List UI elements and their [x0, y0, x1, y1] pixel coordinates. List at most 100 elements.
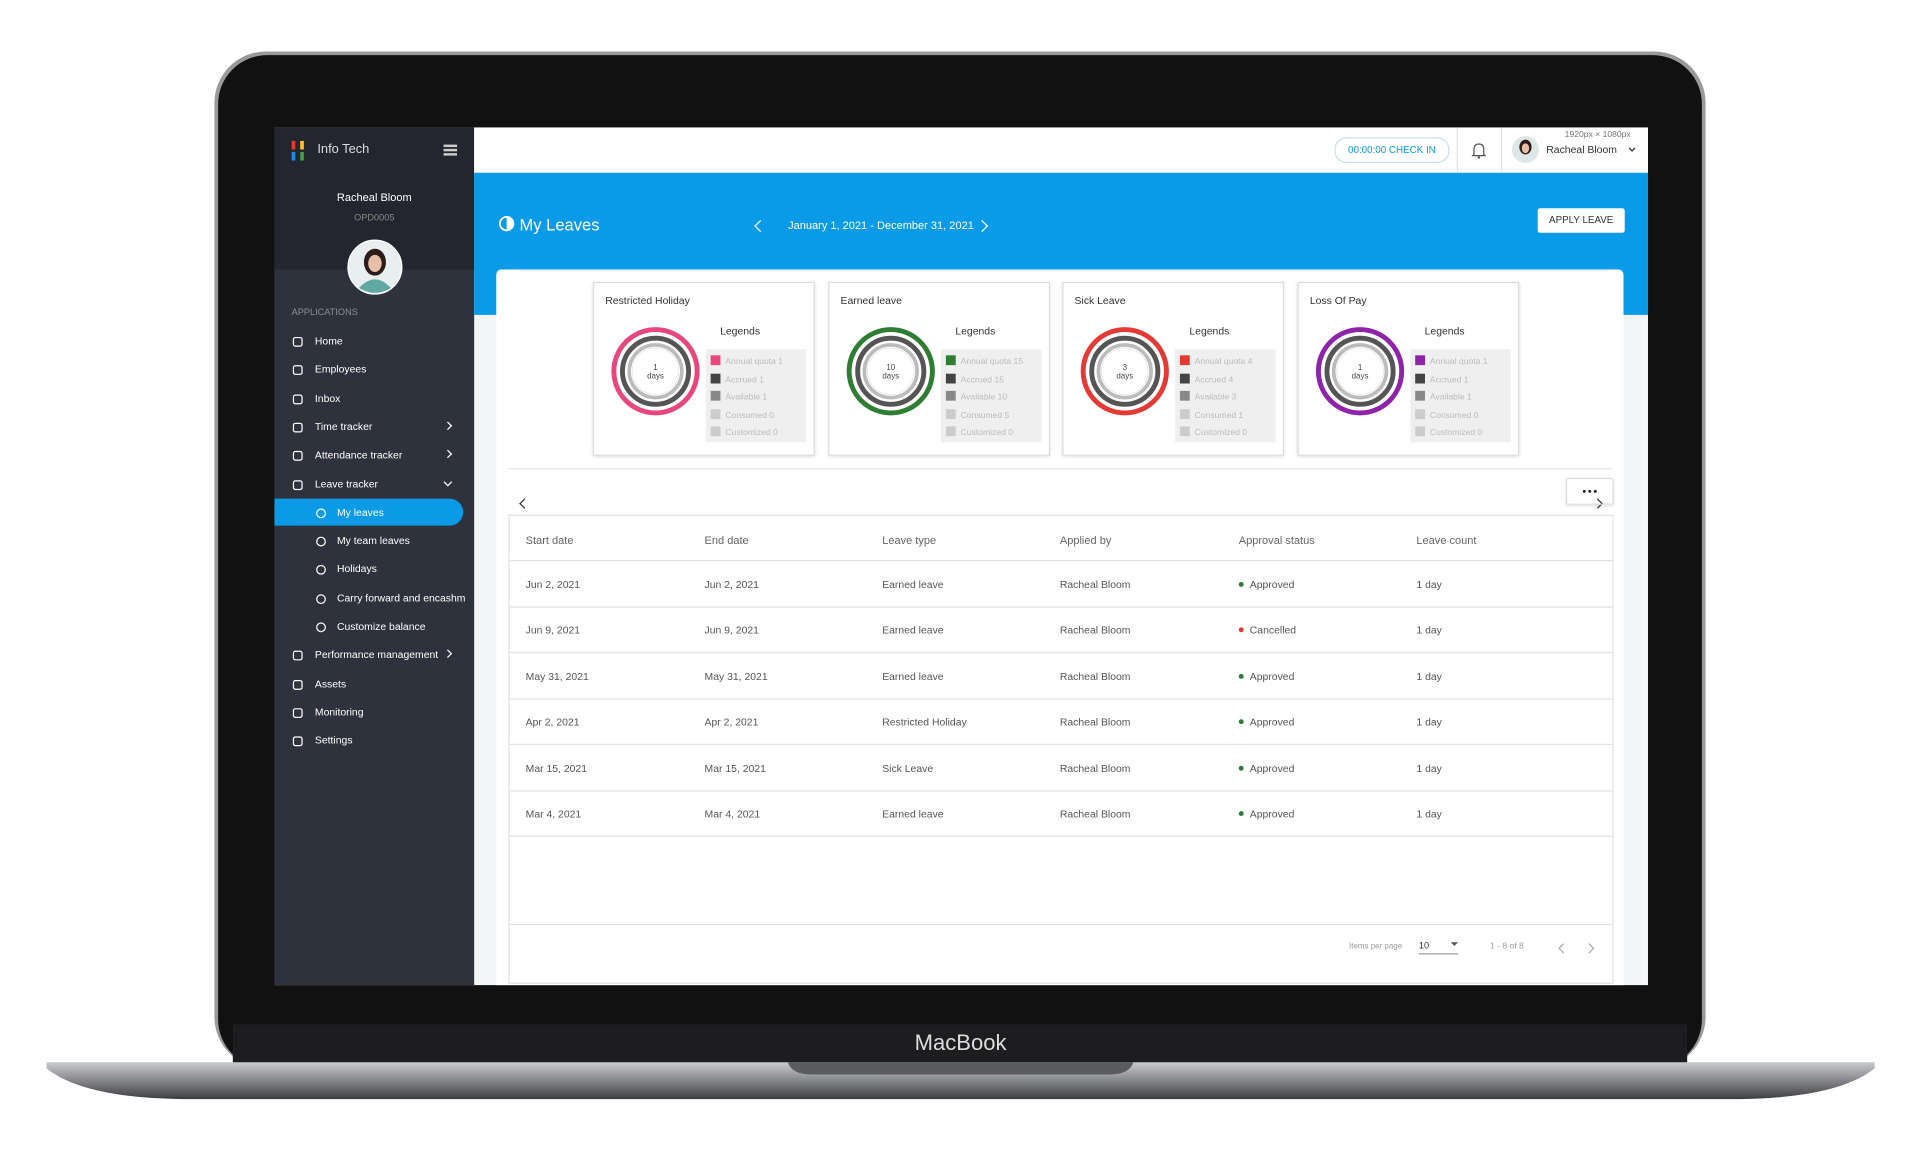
legend-label: Annual quota 4 — [1194, 357, 1253, 367]
more-button[interactable] — [1565, 477, 1614, 505]
menu-label: Time tracker — [314, 420, 373, 433]
table-cell: 1 day — [1416, 624, 1441, 636]
ring-outer — [1315, 327, 1405, 416]
legend-item: Available 1 — [1415, 390, 1472, 402]
legend-label: Consumed 5 — [960, 411, 1010, 420]
leave-table: Start date End date Leave type Applied by Ap… — [508, 514, 1614, 926]
legend-item: Consumed 0 — [1415, 408, 1479, 420]
table-cell: 1 day — [1416, 716, 1441, 728]
cell-text: 1 day — [1416, 669, 1442, 683]
menu-item[interactable]: Attendance tracker — [274, 441, 474, 468]
menu-item[interactable]: Leave tracker — [274, 470, 474, 497]
cards-prev[interactable] — [519, 498, 530, 509]
menu-item[interactable]: Customize balance — [274, 613, 474, 640]
legend-item: Annual quota 4 — [1179, 355, 1253, 367]
legend-label: Accrued 1 — [1429, 375, 1469, 385]
sidebar: Info Tech Racheal Bloom OPD0005 APPLICAT… — [274, 127, 475, 986]
legend-swatch — [1179, 390, 1190, 401]
legend-swatch — [1179, 373, 1190, 383]
cell-text: Approved — [1249, 578, 1295, 591]
leave-card: Sick Leave 3 days Legends Annual quota 4 Accr… — [1062, 281, 1285, 456]
menu-item[interactable]: My team leaves — [274, 527, 474, 554]
menu-item[interactable]: Monitoring — [274, 698, 474, 725]
cell-text: Cancelled — [1249, 624, 1297, 637]
days-value: 1 — [653, 363, 658, 372]
ring-middle — [619, 335, 692, 407]
notification-bell[interactable] — [1471, 142, 1487, 159]
cell-text: 1 day — [1416, 761, 1442, 774]
legend-item: Accrued 1 — [1415, 373, 1469, 385]
ring-inner — [627, 343, 684, 400]
cell-text: May 31, 2021 — [525, 669, 589, 683]
page-next[interactable] — [1583, 943, 1595, 954]
menu-item[interactable]: Inbox — [274, 384, 474, 411]
page-prev[interactable] — [1558, 943, 1569, 954]
legend-title: Legends — [955, 324, 996, 337]
legend-swatch — [1179, 408, 1190, 419]
table-cell: Jun 2, 2021 — [526, 578, 580, 590]
user-dropdown[interactable] — [1628, 144, 1636, 152]
menu-item[interactable]: Performance management — [274, 641, 474, 668]
cell-text: Jun 2, 2021 — [525, 578, 581, 591]
table-cell: Restricted Holiday — [882, 716, 967, 728]
prev-range[interactable] — [754, 219, 767, 233]
cell-text: Mar 15, 2021 — [704, 761, 766, 774]
status-dot — [1238, 627, 1244, 633]
menu-toggle[interactable] — [443, 144, 458, 147]
legend-label: Customized 0 — [725, 428, 778, 438]
divider — [1500, 127, 1503, 173]
status-dot — [1238, 582, 1244, 587]
page-size: 10 — [1418, 939, 1430, 951]
cell-text: Racheal Bloom — [1059, 624, 1131, 637]
menu-item[interactable]: Time tracker — [274, 413, 474, 440]
menu-item[interactable]: My leaves — [274, 498, 464, 526]
leave-card: Loss Of Pay 1 days Legends Annual quota 1 Acc… — [1297, 281, 1520, 456]
column-header: End date — [704, 534, 749, 547]
legend-swatch — [1179, 355, 1190, 366]
legend-title: Legends — [1424, 324, 1465, 337]
menu-label: Holidays — [336, 562, 377, 576]
cell-text: 1 day — [1416, 578, 1442, 591]
apply-leave-button[interactable]: APPLY LEAVE — [1537, 208, 1625, 233]
legend-item: Available 1 — [710, 390, 767, 402]
menu-item[interactable]: Assets — [274, 670, 474, 697]
ring-middle — [1324, 335, 1396, 407]
legend-swatch — [1415, 355, 1425, 366]
menu-icon — [316, 536, 326, 547]
menu-label: My team leaves — [336, 534, 410, 547]
days-value: 1 — [1358, 363, 1363, 372]
legend-swatch — [1415, 373, 1425, 383]
legend-item: Annual quota 1 — [1415, 355, 1488, 367]
status-dot — [1238, 673, 1244, 679]
menu-item[interactable]: Employees — [274, 356, 474, 383]
legend-swatch — [945, 390, 956, 401]
table-cell: Earned leave — [882, 624, 943, 636]
items-per-page-label: Items per page — [1349, 942, 1403, 951]
ring-middle — [855, 335, 927, 407]
cell-text: Restricted Holiday — [882, 715, 967, 729]
table-row: Mar 15, 2021 Mar 15, 2021 Sick Leave Rachea… — [509, 744, 1613, 792]
legend-swatch — [710, 426, 721, 437]
menu-item[interactable]: Carry forward and encashm — [274, 584, 474, 611]
menu-label: Settings — [314, 734, 353, 747]
table-cell: May 31, 2021 — [526, 670, 589, 682]
menu-icon — [292, 365, 303, 376]
cell-text: Approved — [1249, 761, 1295, 774]
page-size-select[interactable]: 10 — [1418, 939, 1459, 955]
menu-label: Customize balance — [336, 619, 426, 633]
status-dot — [1238, 765, 1244, 771]
menu-label: Monitoring — [314, 705, 364, 718]
menu-item[interactable]: Home — [274, 327, 474, 354]
menu-label: My leaves — [336, 505, 384, 519]
menu-icon — [292, 336, 303, 347]
menu-item[interactable]: Holidays — [274, 556, 474, 583]
menu-item[interactable]: Settings — [274, 727, 474, 754]
ring-outer — [1080, 327, 1169, 416]
ring-center — [867, 347, 915, 395]
legend-label: Available 1 — [1429, 393, 1472, 402]
ring-center — [1101, 347, 1149, 395]
cell-text: Jun 9, 2021 — [525, 624, 581, 637]
check-in-button[interactable]: 00:00:00 CHECK IN — [1334, 137, 1450, 163]
table-cell: Apr 2, 2021 — [705, 716, 759, 728]
legend-label: Annual quota 1 — [1429, 357, 1488, 367]
